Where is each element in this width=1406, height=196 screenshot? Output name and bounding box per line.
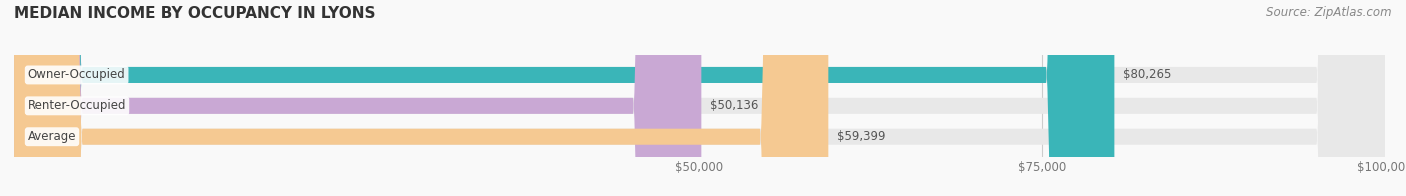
FancyBboxPatch shape xyxy=(14,0,828,196)
FancyBboxPatch shape xyxy=(14,0,702,196)
Text: MEDIAN INCOME BY OCCUPANCY IN LYONS: MEDIAN INCOME BY OCCUPANCY IN LYONS xyxy=(14,6,375,21)
Text: Average: Average xyxy=(28,130,76,143)
FancyBboxPatch shape xyxy=(14,0,1385,196)
Text: Source: ZipAtlas.com: Source: ZipAtlas.com xyxy=(1267,6,1392,19)
Text: $50,136: $50,136 xyxy=(710,99,758,112)
Text: $80,265: $80,265 xyxy=(1122,68,1171,82)
FancyBboxPatch shape xyxy=(14,0,1115,196)
FancyBboxPatch shape xyxy=(14,0,1385,196)
Text: Renter-Occupied: Renter-Occupied xyxy=(28,99,127,112)
Text: Owner-Occupied: Owner-Occupied xyxy=(28,68,125,82)
FancyBboxPatch shape xyxy=(14,0,1385,196)
Text: $59,399: $59,399 xyxy=(837,130,884,143)
